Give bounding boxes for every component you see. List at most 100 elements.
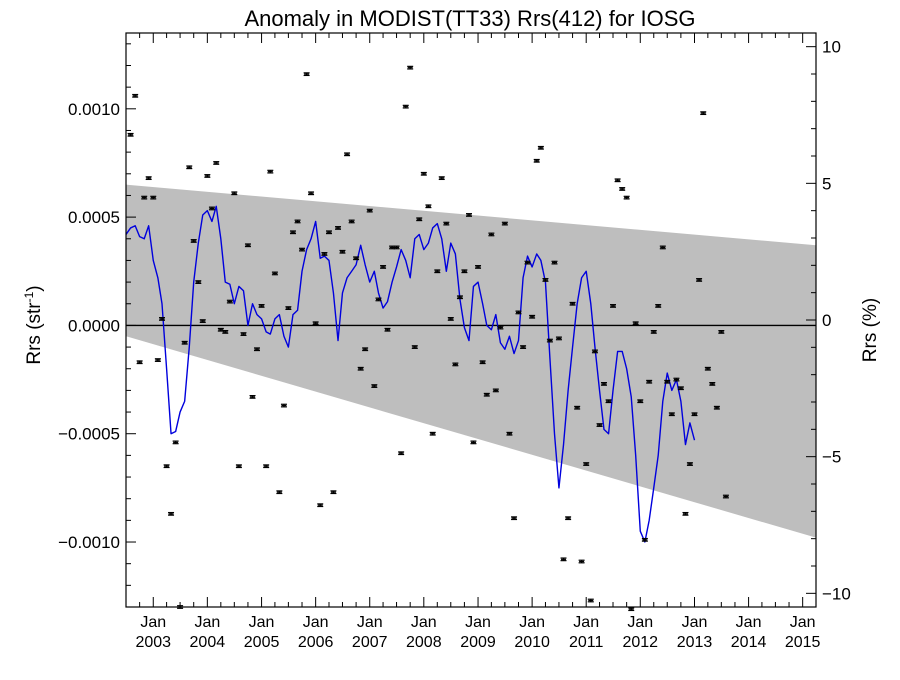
y-axis-left-label: Rrs (str-1) xyxy=(22,285,45,364)
data-point xyxy=(186,165,193,170)
y-left-tick-label: −0.0010 xyxy=(58,533,120,552)
data-point xyxy=(325,230,332,235)
data-point xyxy=(258,304,265,308)
data-point xyxy=(475,265,482,269)
data-point xyxy=(709,381,716,386)
data-point xyxy=(461,269,468,274)
data-point xyxy=(691,412,698,417)
x-tick-month-label: Jan xyxy=(303,614,329,631)
data-point xyxy=(492,388,499,393)
data-point xyxy=(596,423,603,427)
y-right-tick-label: 10 xyxy=(822,38,841,57)
data-point xyxy=(614,178,621,183)
data-point xyxy=(136,360,143,365)
data-point xyxy=(276,490,283,495)
data-point xyxy=(673,377,680,382)
x-tick-month-label: Jan xyxy=(519,614,545,631)
y-left-tick-label: 0.0000 xyxy=(68,316,120,335)
smoothed-line-layer xyxy=(125,205,696,543)
data-point xyxy=(280,403,287,408)
data-point xyxy=(686,462,693,466)
data-point xyxy=(393,245,400,250)
data-point xyxy=(380,265,387,269)
x-tick-year-label: 2010 xyxy=(514,634,550,651)
uncertainty-envelope xyxy=(126,184,816,538)
data-point xyxy=(501,221,508,226)
data-point xyxy=(249,394,256,399)
y-right-tick-label: 0 xyxy=(822,311,831,330)
data-point xyxy=(195,280,202,284)
data-point xyxy=(555,336,562,341)
data-point xyxy=(402,104,409,109)
axes-layer: 0.0010 0.0005 0.0000 −0.0005 −0.0010 10 5 0 −5 −1… xyxy=(58,32,851,651)
data-point xyxy=(515,310,522,315)
data-point xyxy=(578,559,585,564)
data-point xyxy=(488,232,495,237)
data-point xyxy=(583,462,590,466)
data-point xyxy=(506,431,513,436)
data-point xyxy=(384,327,391,332)
y-left-tick-label: −0.0005 xyxy=(58,425,120,444)
data-point xyxy=(213,161,220,165)
data-point xyxy=(285,306,292,310)
data-point xyxy=(267,169,274,174)
x-tick-month-label: Jan xyxy=(627,614,653,631)
data-point xyxy=(263,464,270,469)
data-point xyxy=(204,174,211,178)
data-point xyxy=(483,392,490,397)
data-point xyxy=(677,386,684,391)
data-point xyxy=(407,65,414,70)
data-point xyxy=(222,330,229,334)
x-tick-year-label: 2014 xyxy=(731,634,767,651)
data-point xyxy=(159,317,166,321)
data-point xyxy=(537,145,544,150)
data-point xyxy=(199,319,206,323)
y-axis-left-label-sup: -1 xyxy=(22,291,36,302)
data-point xyxy=(308,191,315,196)
data-point xyxy=(659,245,666,250)
data-point xyxy=(226,299,233,304)
y-right-tick-label: 5 xyxy=(822,174,831,193)
x-tick-year-label: 2015 xyxy=(785,634,821,651)
data-point xyxy=(339,249,346,254)
data-point xyxy=(447,317,454,321)
data-point xyxy=(132,93,139,98)
x-tick-month-label: Jan xyxy=(411,614,437,631)
data-point xyxy=(718,330,725,334)
data-point xyxy=(317,503,324,508)
data-point xyxy=(253,347,260,352)
x-tick-year-label: 2012 xyxy=(622,634,658,651)
x-tick-year-label: 2004 xyxy=(190,634,226,651)
data-point xyxy=(429,431,436,436)
data-point xyxy=(398,451,405,456)
data-point xyxy=(420,171,427,176)
uncertainty-envelope-layer xyxy=(126,184,816,538)
x-tick-month-label: Jan xyxy=(736,614,762,631)
data-point xyxy=(344,152,351,157)
data-point xyxy=(465,213,472,217)
data-point xyxy=(154,358,161,362)
data-point xyxy=(294,219,301,224)
data-point xyxy=(650,330,657,334)
x-tick-year-label: 2011 xyxy=(569,634,604,651)
data-point xyxy=(646,379,653,384)
x-tick-month-label: Jan xyxy=(465,614,491,631)
chart-title: Anomaly in MODIST(TT33) Rrs(412) for IOS… xyxy=(244,6,695,31)
x-tick-month-label: Jan xyxy=(682,614,708,631)
data-point xyxy=(664,379,671,384)
data-point xyxy=(438,176,445,181)
data-point xyxy=(682,511,689,516)
x-tick-month-label: Jan xyxy=(194,614,220,631)
y-axis-right-label: Rrs (%) xyxy=(860,298,881,362)
data-point xyxy=(208,206,215,211)
data-point xyxy=(623,195,630,200)
data-point xyxy=(231,191,238,196)
data-point xyxy=(452,362,459,367)
x-tick-year-label: 2005 xyxy=(244,634,280,651)
x-tick-month-label: Jan xyxy=(573,614,599,631)
data-point xyxy=(312,321,319,326)
data-point xyxy=(353,256,360,261)
data-point xyxy=(366,208,373,213)
data-point xyxy=(551,260,558,265)
x-tick-year-label: 2003 xyxy=(135,634,171,651)
